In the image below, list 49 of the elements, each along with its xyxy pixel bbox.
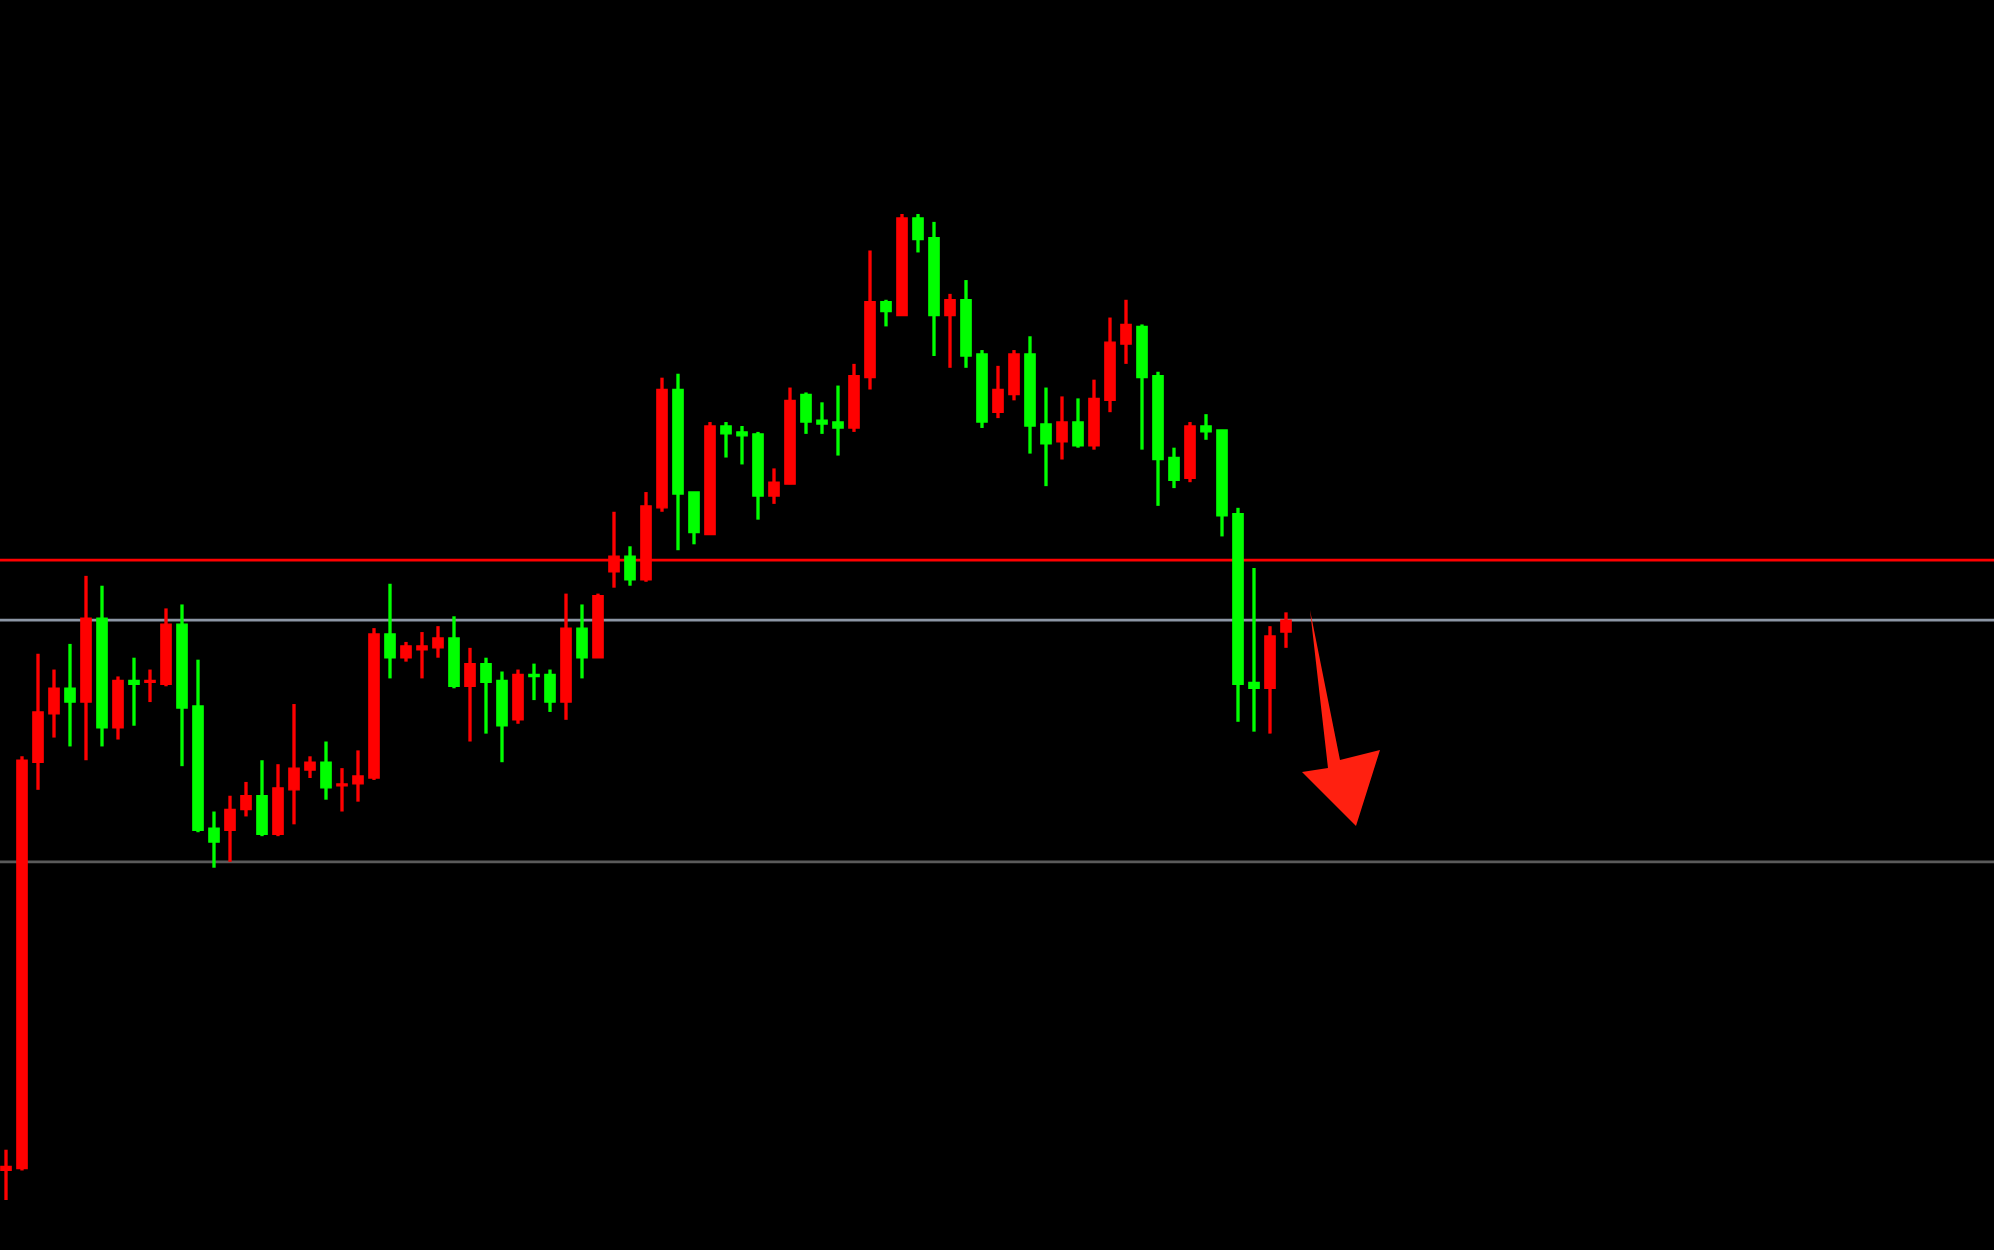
candlestick <box>288 702 300 826</box>
candlestick <box>496 669 508 764</box>
candlestick <box>912 212 924 255</box>
candlestick <box>992 364 1004 420</box>
candlestick <box>512 667 524 726</box>
candlestick <box>1088 377 1100 452</box>
candlestick <box>720 420 732 460</box>
candlestick <box>304 754 316 780</box>
candlestick <box>1056 394 1068 462</box>
candlestick <box>224 794 236 864</box>
candlestick <box>240 780 252 819</box>
candlestick <box>544 667 556 714</box>
candlestick <box>1040 385 1052 488</box>
candlestick <box>576 602 588 681</box>
candlestick <box>1120 298 1132 366</box>
candlestick <box>352 748 364 804</box>
candlestick <box>256 758 268 838</box>
candlestick <box>416 630 428 681</box>
candlestick <box>768 466 780 506</box>
candlestick <box>432 624 444 660</box>
candlestick <box>800 390 812 436</box>
candlestick <box>0 1148 12 1202</box>
candlestick <box>944 292 956 370</box>
candlestick <box>1072 396 1084 450</box>
candlestick <box>400 640 412 664</box>
candlestick <box>208 809 220 870</box>
candlestick <box>1008 348 1020 403</box>
candlestick <box>1200 412 1212 442</box>
candlestick <box>336 766 348 814</box>
candlestick <box>320 739 332 802</box>
candlestick <box>816 400 828 436</box>
candlestick <box>736 424 748 467</box>
candlestick <box>464 646 476 744</box>
candlestick <box>832 383 844 458</box>
candlestick <box>272 762 284 838</box>
candlestick <box>48 667 60 740</box>
candlestick <box>688 490 700 546</box>
candlestick <box>384 582 396 681</box>
candlestick <box>128 656 140 728</box>
candlestick <box>880 298 892 329</box>
candlestick <box>1248 566 1260 734</box>
candlestick <box>528 661 540 702</box>
candlestick <box>1280 610 1292 650</box>
candlestick <box>480 656 492 736</box>
candlestick <box>624 544 636 588</box>
candlestick <box>64 642 76 749</box>
candlestick <box>1168 446 1180 490</box>
candlestick <box>112 674 124 742</box>
candlestick <box>144 667 156 704</box>
